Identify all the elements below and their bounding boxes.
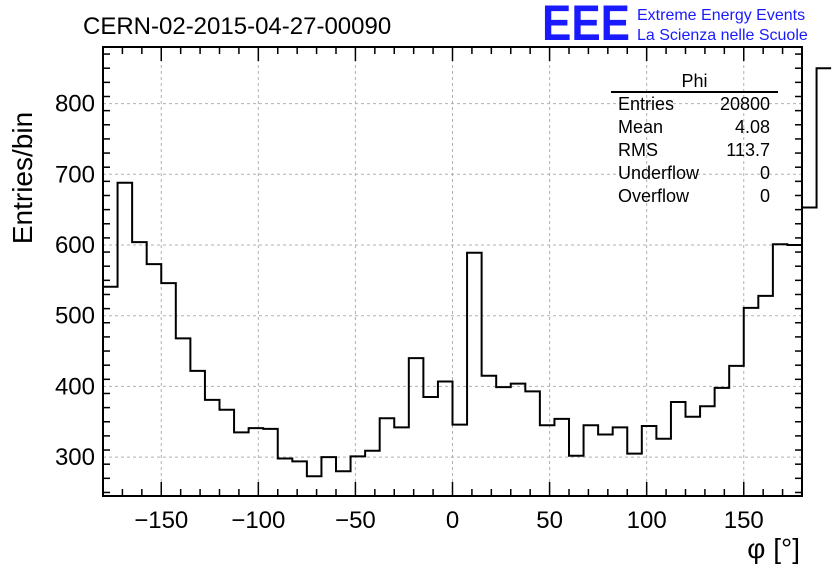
histogram-bin [715,388,730,496]
histogram-bin [773,244,788,496]
stats-label-rms: RMS [618,140,658,160]
y-tick-label: 800 [55,91,95,118]
histogram-bin [700,406,715,496]
histogram-bin [190,371,205,496]
histogram-bin [525,391,540,496]
histogram-bin [758,296,773,496]
x-tick-label: −100 [231,507,285,534]
histogram-bin [744,308,759,496]
x-tick-label: 100 [627,507,667,534]
histogram-bin [278,459,293,496]
histogram-bin [438,381,453,496]
histogram-bin [598,434,613,496]
histogram-bin [584,425,599,496]
y-tick-label: 600 [55,232,95,259]
y-tick-label: 700 [55,161,95,188]
eee-logo: EEE Extreme Energy Events La Scienza nel… [542,0,808,51]
histogram-bin [802,208,817,496]
histogram-bin [234,432,249,496]
stats-label-overflow: Overflow [618,186,690,206]
histogram-bin [627,454,642,496]
stats-label-underflow: Underflow [618,163,700,183]
histogram-bin [613,427,628,496]
x-axis-ticks: −150 −100 −50 0 50 100 150 [102,47,803,534]
histogram-bin [511,384,526,496]
stats-value-rms: 113.7 [726,140,770,160]
x-tick-label: 150 [724,507,764,534]
stats-label-mean: Mean [618,117,663,137]
x-tick-label: −50 [335,507,376,534]
histogram-bin [176,338,191,496]
x-axis-label: φ [°] [747,533,800,564]
histogram-bin [569,456,584,496]
histogram-bin [205,400,220,496]
histogram-bin [787,245,802,496]
stats-value-mean: 4.08 [735,117,770,137]
y-axis-label: Entries/bin [7,112,38,244]
y-tick-label: 300 [55,444,95,471]
stats-box: Phi Entries 20800 Mean 4.08 RMS 113.7 Underflow… [611,71,778,206]
stats-value-entries: 20800 [720,94,770,114]
x-tick-label: −150 [134,507,188,534]
histogram-bin [453,425,468,496]
histogram-bin [540,425,555,496]
histogram-bin [686,417,701,496]
logo-line-1: Extreme Energy Events [637,7,805,24]
histogram-bin [729,366,744,496]
y-axis-ticks: 300 400 500 600 700 800 [55,53,802,494]
y-tick-label: 500 [55,303,95,330]
histogram-bin [161,283,176,496]
stats-value-overflow: 0 [760,186,770,206]
histogram-bin [817,68,832,496]
histogram-bin [671,402,686,496]
histogram-bin [467,253,482,496]
stats-box-title: Phi [681,71,707,91]
histogram-bin [656,439,671,496]
histogram-bin [249,428,264,496]
histogram-bin [496,387,511,496]
histogram-bin [394,427,409,496]
histogram-bin [118,183,133,496]
chart-title: CERN-02-2015-04-27-00090 [83,13,391,40]
logo-line-2: La Scienza nelle Scuole [637,27,808,44]
grid [103,47,802,496]
x-tick-label: 0 [446,507,459,534]
histogram-bin [321,457,336,496]
histogram-bin [307,476,322,496]
histogram-bin [409,358,424,496]
histogram-bin [336,471,351,496]
histogram-bin [423,397,438,496]
histogram-bin [147,264,162,496]
y-tick-label: 400 [55,373,95,400]
histogram-bin [292,461,307,496]
logo-mark: EEE [542,0,630,51]
histogram-bin [220,410,235,496]
histogram-bin [482,376,497,496]
histogram-bin [642,426,657,496]
histogram-outline [103,67,832,478]
histogram-bin [351,456,366,496]
x-tick-label: 50 [536,507,563,534]
histogram-bin [132,242,147,496]
stats-value-underflow: 0 [760,163,770,183]
stats-label-entries: Entries [618,94,674,114]
histogram-bin [263,429,278,496]
